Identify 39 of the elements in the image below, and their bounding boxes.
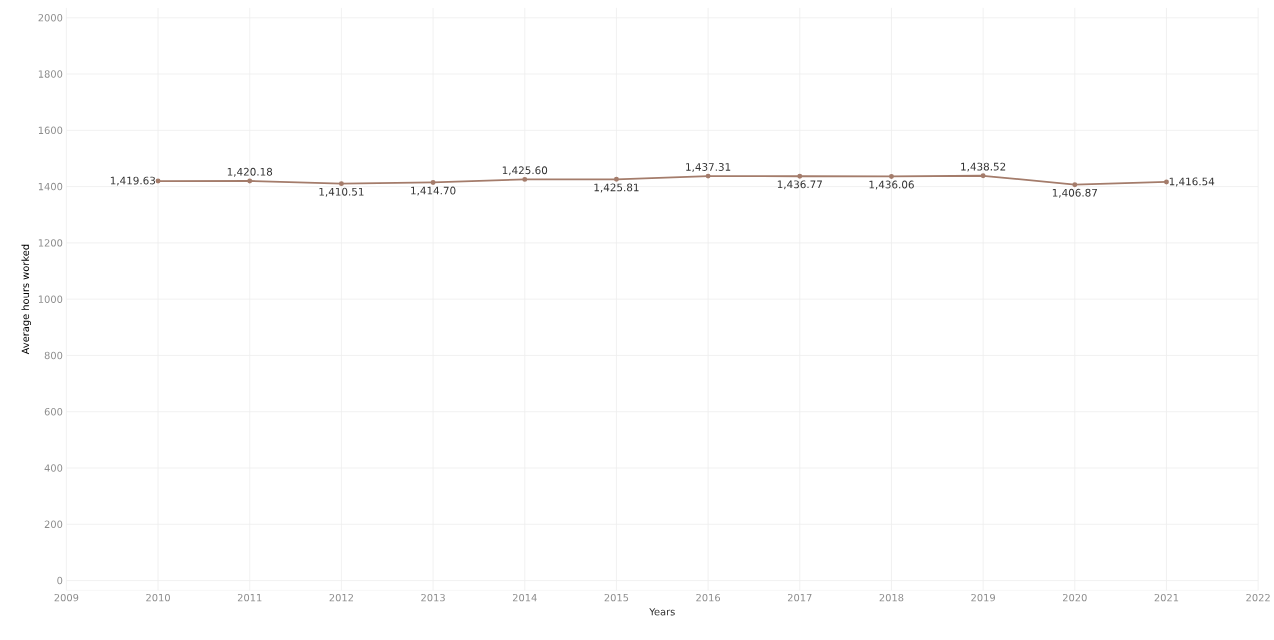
x-tick-label: 2018 <box>879 593 904 602</box>
x-tick-label: 2014 <box>512 593 537 602</box>
y-tick-label: 2000 <box>38 14 63 22</box>
y-tick-label: 800 <box>44 351 63 360</box>
y-tick-label: 200 <box>44 520 63 529</box>
data-label: 1,410.51 <box>319 187 364 197</box>
x-tick-label: 2021 <box>1154 593 1179 602</box>
data-label: 1,419.63 <box>110 176 156 186</box>
data-label: 1,414.70 <box>411 186 456 196</box>
y-tick-label: 0 <box>57 576 63 585</box>
y-tick-label: 400 <box>44 464 63 472</box>
x-tick-label: 2019 <box>971 593 995 602</box>
data-label: 1,436.06 <box>869 180 914 190</box>
data-label: 1,436.77 <box>777 180 822 190</box>
x-tick-label: 2010 <box>146 593 170 602</box>
x-tick-label: 2013 <box>421 593 445 602</box>
x-tick-label: 2009 <box>54 593 79 602</box>
data-label: 1,420.18 <box>227 167 273 177</box>
y-tick-label: 1200 <box>38 239 63 247</box>
y-axis-title: Average hours worked <box>21 244 32 355</box>
y-tick-label: 1800 <box>38 70 63 78</box>
x-tick-label: 2015 <box>604 593 629 602</box>
data-label: 1,438.52 <box>961 162 1006 172</box>
y-tick-label: 1600 <box>38 126 63 135</box>
data-label: 1,416.54 <box>1169 177 1215 187</box>
x-tick-label: 2017 <box>787 593 812 602</box>
x-tick-label: 2016 <box>696 593 721 602</box>
y-tick-label: 1000 <box>38 295 63 303</box>
x-axis-title: Years <box>649 608 675 616</box>
x-tick-label: 2012 <box>329 593 353 602</box>
x-tick-label: 2011 <box>237 593 262 602</box>
data-label: 1,437.31 <box>686 163 731 172</box>
x-tick-label: 2022 <box>1246 593 1270 602</box>
data-label: 1,425.81 <box>594 183 639 193</box>
data-label: 1,406.87 <box>1052 188 1097 198</box>
x-tick-label: 2020 <box>1062 593 1087 602</box>
y-tick-label: 1400 <box>38 182 63 191</box>
data-label: 1,425.60 <box>502 166 548 176</box>
y-tick-label: 600 <box>44 408 63 416</box>
